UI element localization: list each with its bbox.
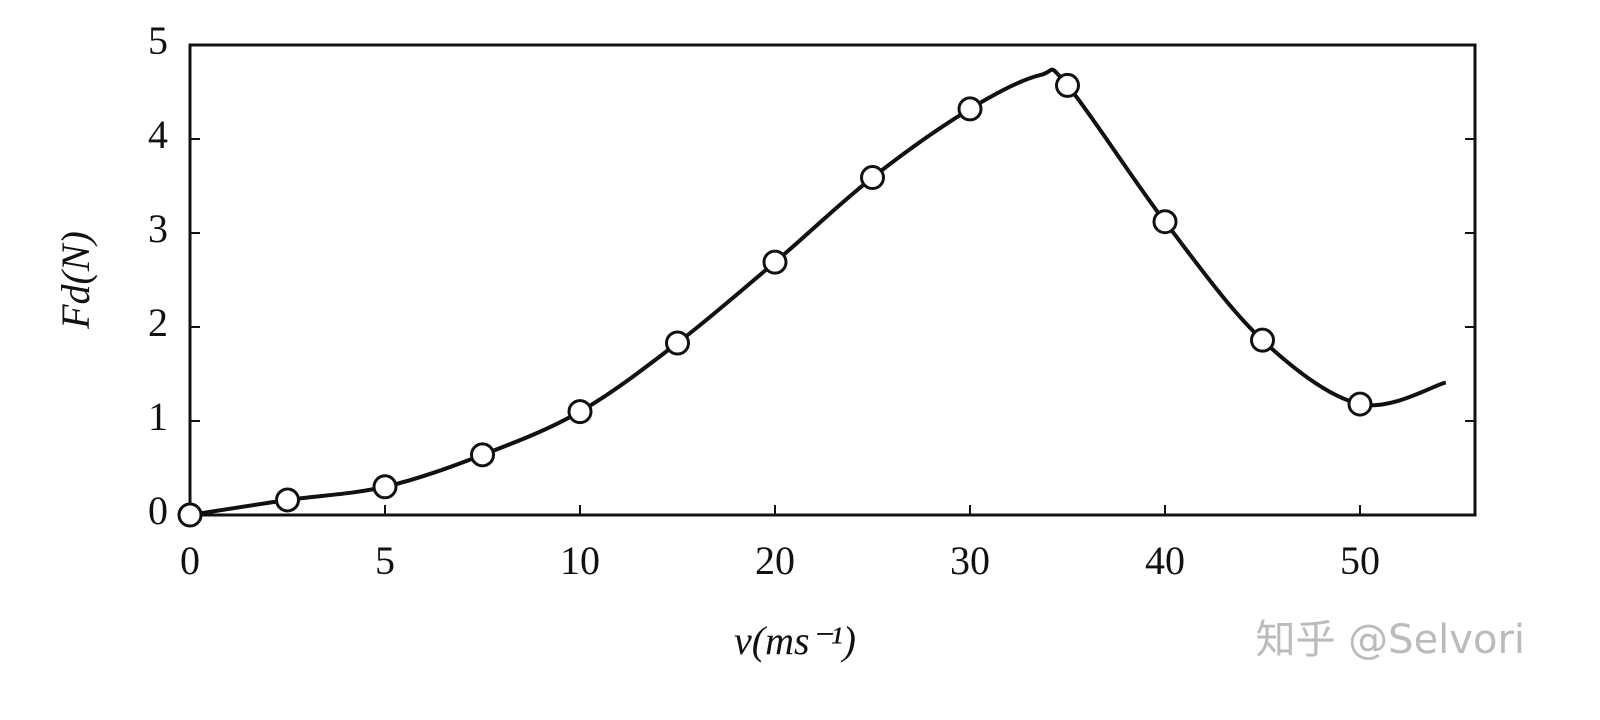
x-tick-label: 50: [1340, 538, 1380, 583]
y-tick-label: 3: [148, 206, 168, 251]
plot-frame: [188, 43, 1477, 517]
y-tick-label: 0: [148, 488, 168, 533]
x-axis-label: v(ms⁻¹): [734, 618, 856, 663]
data-point: [957, 96, 983, 122]
y-tick-label: 5: [148, 18, 168, 63]
x-tick-label: 30: [950, 538, 990, 583]
x-tick-label: 5: [375, 538, 395, 583]
data-point: [860, 165, 885, 191]
data-point: [762, 249, 788, 275]
x-tick-label: 20: [755, 538, 795, 583]
data-point: [1152, 209, 1178, 235]
data-point: [470, 442, 495, 468]
data-point: [1055, 72, 1080, 98]
y-axis-label: Fd(N): [53, 231, 98, 330]
data-point: [1250, 327, 1275, 353]
y-tick-label: 2: [148, 300, 168, 345]
x-tick-label: 0: [180, 538, 200, 583]
data-point: [665, 330, 690, 356]
y-tick-label: 4: [148, 112, 168, 157]
x-tick-label: 10: [560, 538, 600, 583]
watermark: 知乎 @Selvori: [1255, 617, 1525, 663]
data-point: [567, 399, 593, 425]
data-point: [372, 474, 398, 500]
data-point: [275, 487, 300, 513]
data-point: [177, 502, 203, 528]
data-point: [1347, 391, 1373, 417]
x-tick-label: 40: [1145, 538, 1185, 583]
curve: [189, 67, 1447, 517]
y-tick-label: 1: [148, 394, 168, 439]
